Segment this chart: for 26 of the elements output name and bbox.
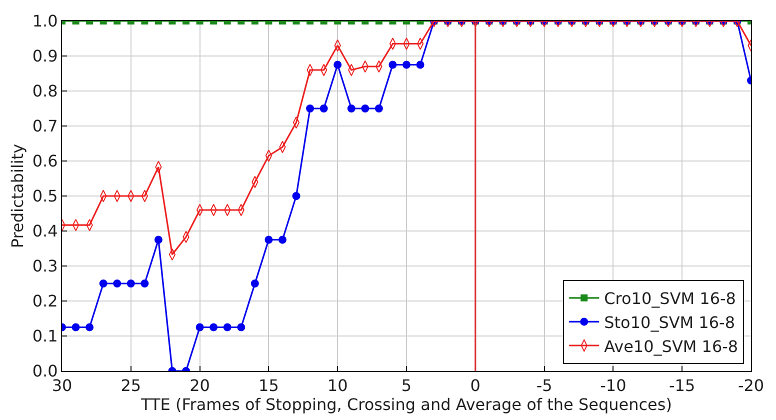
x-tick-label: 30 bbox=[52, 376, 72, 396]
x-tick-label: 10 bbox=[327, 376, 348, 396]
y-tick-label: 0.9 bbox=[32, 46, 58, 66]
x-tick-label: -5 bbox=[536, 376, 552, 396]
y-tick-label: 0.7 bbox=[32, 116, 58, 136]
legend-label: Ave10_SVM 16-8 bbox=[604, 336, 738, 356]
x-tick-label: 25 bbox=[120, 376, 142, 396]
x-tick-label: -15 bbox=[669, 376, 696, 396]
y-tick-label: 0.8 bbox=[32, 82, 58, 101]
legend-label: Sto10_SVM 16-8 bbox=[604, 312, 735, 332]
legend-label: Cro10_SVM 16-8 bbox=[604, 289, 736, 308]
y-tick-label: 0.2 bbox=[32, 292, 58, 311]
x-tick-label: -10 bbox=[600, 376, 626, 396]
x-tick-label: 0 bbox=[470, 376, 480, 396]
x-axis-title: TTE (Frames of Stopping, Crossing and Average of the Sequences) bbox=[140, 395, 672, 414]
y-tick-label: 1.0 bbox=[32, 12, 58, 31]
y-axis-title: Predictability bbox=[8, 144, 28, 248]
y-tick-label: 0.1 bbox=[32, 326, 58, 346]
y-tick-label: 0.4 bbox=[32, 222, 58, 241]
x-tick-label: 20 bbox=[190, 376, 210, 396]
x-tick-label: 5 bbox=[401, 376, 412, 396]
y-tick-label: 0.6 bbox=[32, 152, 58, 171]
y-tick-label: 0.3 bbox=[32, 256, 58, 276]
y-tick-label: 0.5 bbox=[32, 186, 58, 206]
x-tick-label: 15 bbox=[258, 376, 279, 396]
x-tick-label: -20 bbox=[738, 376, 764, 396]
